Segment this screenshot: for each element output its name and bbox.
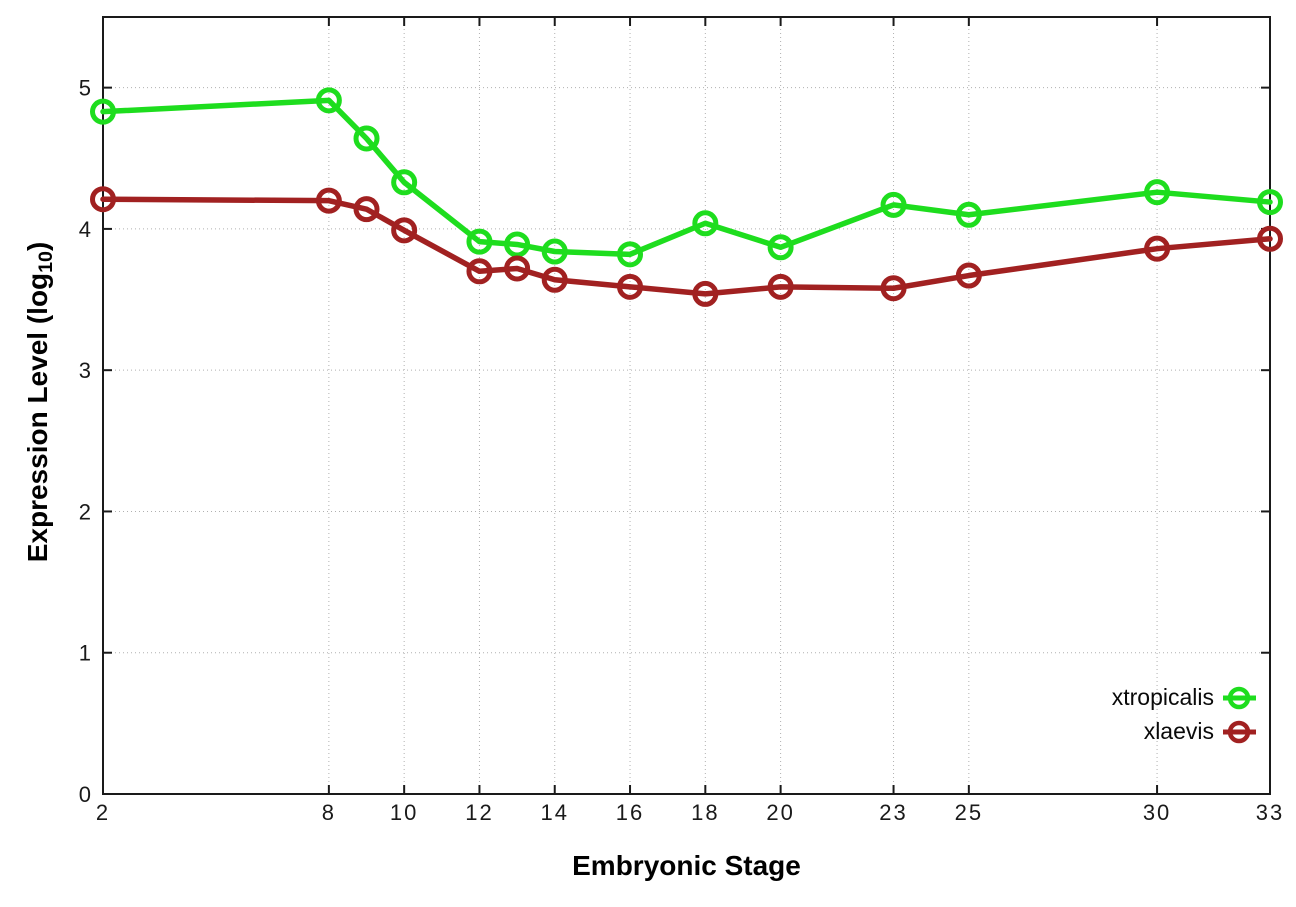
- legend-label-xtropicalis: xtropicalis: [1111, 684, 1214, 710]
- data-point-xlaevis: [541, 266, 568, 293]
- x-tick-label: 30: [1143, 800, 1171, 825]
- series-line-xtropicalis: [100, 97, 1273, 258]
- y-axis-title-suffix: ): [22, 241, 53, 252]
- legend-item-xtropicalis: xtropicalis: [1112, 682, 1256, 713]
- data-point-xlaevis: [315, 187, 342, 214]
- x-tick-label: 12: [465, 800, 493, 825]
- data-point-xlaevis: [504, 255, 531, 282]
- x-tick-label: 18: [691, 800, 719, 825]
- data-point-xtropicalis: [391, 169, 418, 196]
- x-tick-label: 23: [879, 800, 907, 825]
- series-line-xlaevis: [100, 196, 1273, 297]
- y-tick-label: 1: [79, 641, 91, 666]
- data-point-xtropicalis: [617, 241, 644, 268]
- x-tick-label: 20: [766, 800, 794, 825]
- y-tick-label: 5: [79, 76, 91, 101]
- data-point-xtropicalis: [541, 238, 568, 265]
- data-point-xtropicalis: [955, 201, 982, 228]
- data-point-xlaevis: [90, 186, 116, 213]
- data-point-xlaevis: [391, 217, 418, 244]
- y-tick-label: 3: [79, 358, 91, 383]
- x-tick-label: 14: [540, 800, 568, 825]
- data-point-xtropicalis: [880, 191, 907, 218]
- x-tick-label: 16: [616, 800, 644, 825]
- data-point-xtropicalis: [692, 210, 719, 237]
- y-tick-label: 4: [79, 217, 91, 242]
- data-point-xtropicalis: [767, 234, 794, 261]
- data-point-xlaevis: [880, 275, 907, 302]
- x-tick-label: 2: [96, 800, 110, 825]
- y-axis-title-text: Expression Level (log: [22, 272, 53, 563]
- legend: xtropicalis xlaevis: [1112, 682, 1256, 747]
- data-point-xlaevis: [692, 280, 719, 307]
- data-point-xlaevis: [955, 262, 982, 289]
- data-point-xtropicalis: [1257, 189, 1283, 216]
- x-tick-label: 8: [322, 800, 336, 825]
- x-axis-title: Embryonic Stage: [572, 850, 801, 881]
- data-point-xlaevis: [466, 258, 493, 285]
- x-tick-label: 33: [1256, 800, 1284, 825]
- x-tick-label: 10: [390, 800, 418, 825]
- y-axis-title-subscript: 10: [35, 251, 58, 273]
- legend-marker-xtropicalis: [1223, 686, 1256, 709]
- y-tick-label: 0: [79, 782, 91, 807]
- data-point-xtropicalis: [353, 125, 380, 152]
- x-tick-label: 25: [955, 800, 983, 825]
- legend-marker-xlaevis: [1223, 720, 1256, 743]
- data-point-xlaevis: [617, 273, 644, 300]
- data-point-xlaevis: [1257, 225, 1283, 252]
- data-point-xtropicalis: [90, 98, 116, 125]
- data-point-xlaevis: [767, 273, 794, 300]
- plot-border: [102, 16, 1271, 795]
- legend-item-xlaevis: xlaevis: [1112, 716, 1256, 747]
- data-point-xlaevis: [353, 196, 380, 223]
- legend-label-xlaevis: xlaevis: [1143, 718, 1214, 744]
- data-point-xtropicalis: [504, 231, 531, 258]
- data-point-xlaevis: [1144, 235, 1171, 262]
- y-tick-label: 2: [79, 499, 91, 524]
- data-point-xtropicalis: [1144, 179, 1171, 206]
- data-point-xtropicalis: [466, 228, 493, 255]
- y-axis-title: Expression Level (log10): [22, 241, 58, 563]
- data-point-xtropicalis: [315, 87, 342, 114]
